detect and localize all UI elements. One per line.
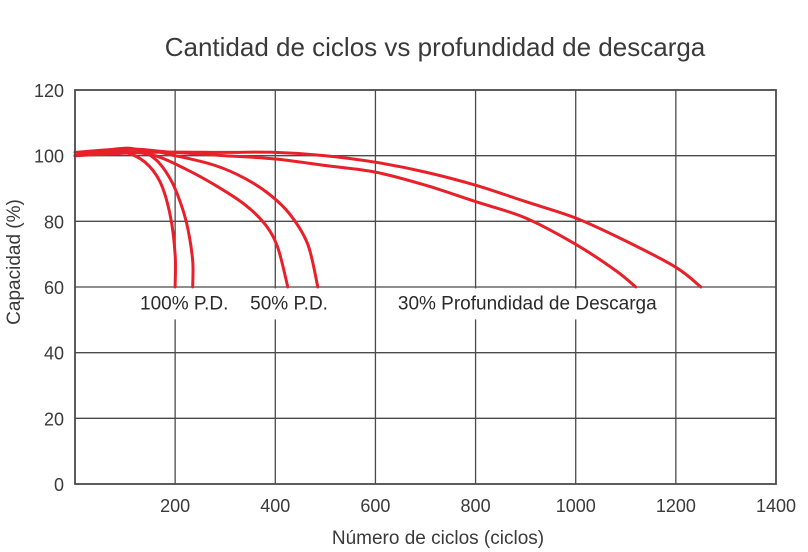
y-tick-label: 0 — [54, 475, 64, 495]
y-axis-label: Capacidad (%) — [4, 199, 25, 325]
x-axis-label: Número de ciclos (ciclos) — [332, 528, 544, 549]
series-curve-4 — [73, 147, 320, 289]
y-tick-label: 20 — [44, 409, 64, 429]
series-label-background — [134, 288, 235, 320]
x-tick-label: 1200 — [656, 496, 696, 516]
y-tick-label: 80 — [44, 212, 64, 232]
series-curve-3 — [73, 150, 290, 289]
x-tick-label: 400 — [260, 496, 290, 516]
series-curves — [73, 146, 703, 289]
grid — [75, 90, 776, 484]
y-tick-label: 40 — [44, 344, 64, 364]
x-tick-label: 200 — [160, 496, 190, 516]
chart-title: Cantidad de ciclos vs profundidad de des… — [165, 32, 706, 62]
x-tick-label: 1000 — [556, 496, 596, 516]
y-tick-label: 60 — [44, 278, 64, 298]
y-tick-label: 100 — [34, 147, 64, 167]
x-tick-label: 1400 — [756, 496, 796, 516]
series-label-1: 100% P.D. — [140, 293, 228, 314]
y-tick-label: 120 — [34, 81, 64, 101]
series-label-background — [391, 288, 664, 320]
plot-frame — [74, 89, 777, 485]
series-curve-1 — [73, 149, 177, 289]
x-tick-label: 800 — [461, 496, 491, 516]
series-labels: 100% P.D. 50% P.D. 30% Profundidad de Desc… — [134, 288, 664, 320]
series-label-2: 50% P.D. — [250, 293, 328, 314]
series-curve-5 — [73, 147, 638, 289]
series-curve-6 — [73, 150, 703, 289]
series-label-background — [244, 288, 334, 320]
x-tick-label: 600 — [360, 496, 390, 516]
series-label-3: 30% Profundidad de Descarga — [398, 293, 657, 314]
tick-labels: 200 400 600 800 1000 1200 1400 0 20 40 60 80 100 120 — [34, 81, 796, 516]
